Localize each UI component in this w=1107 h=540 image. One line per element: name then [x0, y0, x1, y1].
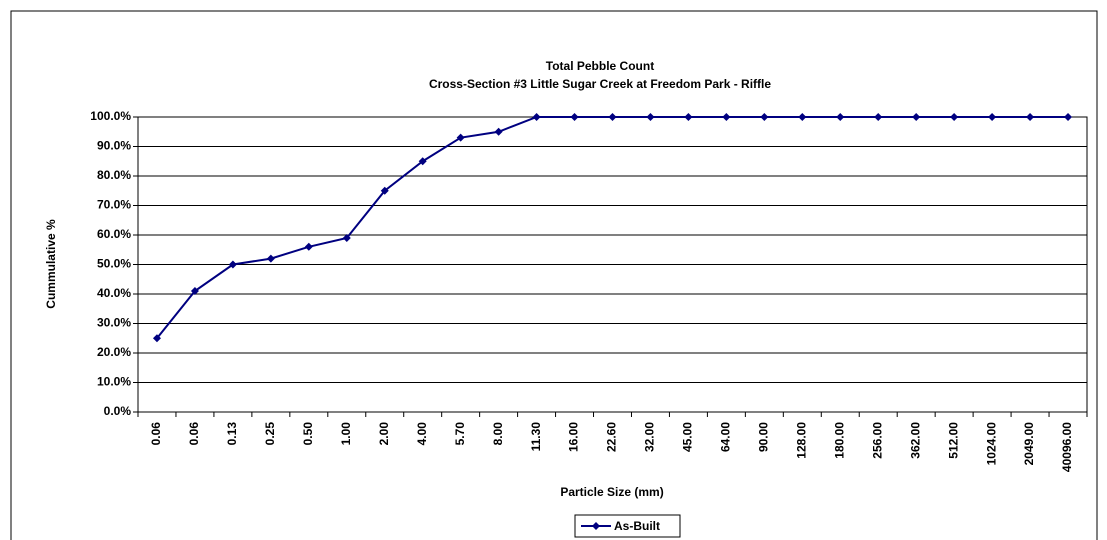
- x-tick-label: 2.00: [377, 422, 391, 446]
- x-tick-label: 2049.00: [1022, 422, 1036, 466]
- x-tick-label: 128.00: [794, 422, 808, 459]
- legend-marker: [592, 522, 600, 530]
- point: [152, 334, 161, 343]
- point: [570, 113, 579, 121]
- x-tick-label: 1024.00: [984, 422, 998, 466]
- point: [494, 127, 503, 136]
- y-tick-label: 20.0%: [97, 345, 131, 359]
- x-tick-label: 11.30: [529, 422, 543, 452]
- y-tick-label: 30.0%: [97, 316, 131, 330]
- point: [342, 233, 351, 242]
- x-tick-label: 45.00: [681, 422, 695, 452]
- point: [950, 113, 959, 121]
- point: [190, 287, 199, 296]
- point: [722, 113, 731, 121]
- x-tick-label: 90.00: [757, 422, 771, 452]
- point: [304, 242, 313, 251]
- y-axis-label: Cummulative %: [44, 219, 58, 309]
- x-tick-label: 40096.00: [1060, 422, 1074, 472]
- x-tick-label: 32.00: [643, 422, 657, 452]
- point: [912, 113, 921, 121]
- x-tick-label: 180.00: [832, 422, 846, 459]
- point: [760, 113, 769, 121]
- point: [380, 186, 389, 195]
- y-tick-label: 60.0%: [97, 227, 131, 241]
- y-tick-label: 0.0%: [104, 404, 132, 418]
- y-tick-label: 40.0%: [97, 286, 131, 300]
- legend-box: [574, 514, 681, 538]
- y-tick-label: 80.0%: [97, 168, 131, 182]
- point: [646, 113, 655, 121]
- chart-title: Total Pebble Count: [546, 59, 654, 73]
- chart-subtitle: Cross-Section #3 Little Sugar Creek at F…: [429, 77, 771, 91]
- x-tick-label: 0.06: [187, 422, 201, 446]
- x-tick-label: 5.70: [453, 422, 467, 446]
- y-tick-label: 50.0%: [97, 257, 131, 271]
- y-tick-label: 70.0%: [97, 198, 131, 212]
- x-tick-label: 4.00: [415, 422, 429, 446]
- x-tick-label: 8.00: [491, 422, 505, 446]
- x-tick-label: 256.00: [870, 422, 884, 459]
- x-tick-label: 16.00: [567, 422, 581, 452]
- point: [608, 113, 617, 121]
- point: [684, 113, 693, 121]
- x-tick-label: 362.00: [908, 422, 922, 459]
- point: [228, 260, 237, 269]
- point: [1064, 113, 1073, 121]
- point: [798, 113, 807, 121]
- x-tick-label: 512.00: [946, 422, 960, 459]
- y-tick-label: 90.0%: [97, 139, 131, 153]
- point: [874, 113, 883, 121]
- x-tick-label: 0.50: [301, 422, 315, 446]
- y-tick-label: 100.0%: [90, 109, 131, 123]
- x-tick-label: 0.13: [225, 422, 239, 446]
- point: [1026, 113, 1035, 121]
- x-tick-label: 0.06: [149, 422, 163, 446]
- point: [836, 113, 845, 121]
- legend-label: As-Built: [614, 519, 660, 533]
- point: [418, 157, 427, 166]
- x-tick-label: 0.25: [263, 422, 277, 446]
- point: [988, 113, 997, 121]
- series-line: [156, 116, 1069, 339]
- y-tick-label: 10.0%: [97, 375, 131, 389]
- x-tick-label: 22.60: [605, 422, 619, 452]
- point: [456, 133, 465, 142]
- x-tick-label: 1.00: [339, 422, 353, 446]
- point: [532, 113, 541, 121]
- chart-frame: [10, 10, 1098, 540]
- x-tick-label: 64.00: [719, 422, 733, 452]
- x-axis-label: Particle Size (mm): [560, 485, 663, 499]
- point: [266, 254, 275, 263]
